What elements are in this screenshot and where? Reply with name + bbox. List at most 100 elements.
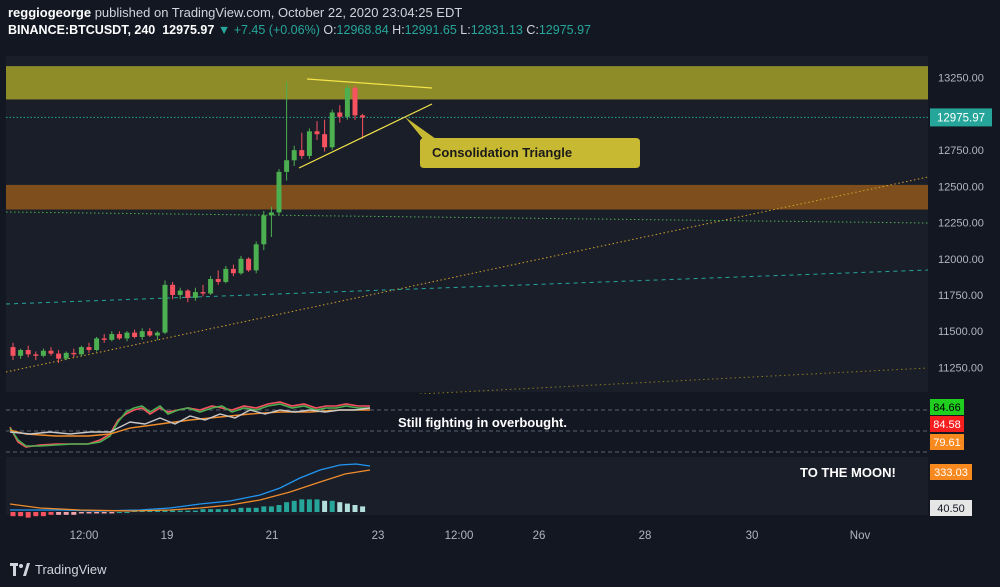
macd-bar — [360, 506, 366, 512]
rsi-orange-line — [9, 409, 370, 437]
candle-body — [253, 244, 259, 271]
time-tick-label: 28 — [639, 530, 652, 542]
support-zone — [6, 184, 928, 210]
macd-bar — [94, 512, 100, 514]
candle-body — [299, 150, 305, 156]
macd-bar — [314, 499, 320, 512]
candle-body — [94, 338, 100, 350]
macd-bar — [223, 509, 229, 512]
candle-body — [223, 268, 229, 282]
macd-bar — [253, 507, 259, 512]
macd-bar — [101, 512, 107, 514]
candle-body — [238, 258, 244, 274]
rsi-badge-2 — [930, 416, 964, 432]
macd-bar — [329, 500, 335, 512]
candle-body — [276, 171, 282, 213]
resistance-zone — [6, 66, 928, 100]
macd-badge-1-text: 333.03 — [934, 467, 968, 479]
candle-body — [124, 332, 130, 339]
price-change: +7.45 (+0.06%) — [233, 23, 320, 37]
macd-bar — [18, 512, 24, 517]
candle-body — [352, 87, 358, 116]
price-tick-label: 11750.00 — [938, 290, 983, 302]
time-tick-label: 26 — [533, 530, 546, 542]
tradingview-icon — [10, 563, 30, 576]
candle-body — [40, 350, 46, 356]
macd-bar — [86, 512, 92, 514]
macd-histogram — [10, 499, 366, 518]
macd-bar — [322, 500, 328, 512]
macd-bar — [299, 499, 305, 512]
candle-body — [33, 354, 39, 356]
macd-bar — [268, 506, 274, 512]
macd-bar — [276, 505, 282, 512]
time-tick-label: 19 — [161, 530, 174, 542]
candle-body — [132, 332, 138, 337]
low-label: L: — [460, 23, 471, 37]
candle-body — [162, 284, 168, 333]
candle-body — [78, 347, 84, 355]
rsi-badge-3 — [930, 434, 964, 450]
price-tick-label: 11250.00 — [938, 362, 983, 374]
macd-bar — [215, 509, 221, 512]
macd-bar — [230, 509, 236, 512]
candle-body — [25, 350, 31, 355]
candle-body — [230, 268, 236, 274]
chart-header: reggiogeorge published on TradingView.co… — [0, 0, 1000, 42]
time-axis[interactable]: 12:00 19 21 23 12:00 26 28 30 Nov — [70, 530, 871, 542]
annotation-text: Consolidation Triangle — [432, 145, 572, 160]
macd-bar — [124, 512, 130, 513]
rsi-badge-1-text: 84.66 — [933, 402, 961, 414]
candle-body — [56, 353, 62, 359]
time-tick-label: 12:00 — [70, 530, 99, 542]
main-pane[interactable] — [6, 56, 928, 392]
rsi-white-line — [9, 407, 371, 435]
macd-bar — [78, 512, 84, 514]
candle-body — [344, 87, 350, 117]
price-chart[interactable]: Consolidation Triangle 13250.0013000.001… — [0, 42, 1000, 552]
candle-body — [139, 331, 145, 337]
annotation-callout[interactable] — [405, 117, 640, 168]
candle-body — [109, 334, 115, 340]
candle-body — [192, 292, 198, 298]
macd-badge-2-text: 40.50 — [937, 503, 965, 515]
tradingview-logo[interactable]: TradingView — [10, 562, 107, 577]
trendline-green — [5, 211, 929, 224]
high-label: H: — [392, 23, 405, 37]
triangle-lower-line — [298, 103, 433, 169]
candle-body — [10, 347, 16, 356]
candle-body — [71, 352, 77, 355]
candle-body — [329, 112, 335, 148]
macd-bar — [192, 510, 198, 512]
close-label: C: — [526, 23, 539, 37]
trendline-faint — [419, 367, 929, 395]
candle-body — [147, 331, 153, 336]
candle-body — [246, 258, 252, 271]
rsi-green-line — [9, 403, 370, 447]
macd-bar — [147, 510, 153, 512]
macd-bar — [10, 512, 16, 517]
author-name[interactable]: reggiogeorge — [8, 5, 92, 20]
candle-body — [360, 115, 366, 118]
macd-bar — [40, 512, 46, 517]
candle-body — [48, 350, 54, 354]
macd-bar — [291, 500, 297, 512]
rsi-note: Still fighting in overbought. — [398, 415, 567, 430]
macd-orange-line — [9, 469, 371, 512]
macd-bar — [352, 505, 358, 512]
macd-bar — [63, 512, 69, 515]
candle-body — [200, 292, 206, 294]
macd-pane[interactable] — [6, 457, 928, 515]
macd-bar — [185, 510, 191, 512]
candle-body — [268, 212, 274, 216]
candle-body — [154, 332, 160, 336]
candle-body — [177, 290, 183, 295]
macd-bar — [261, 506, 267, 512]
candles-group — [10, 82, 366, 364]
last-price: 12975.97 — [162, 23, 215, 37]
close-value: 12975.97 — [538, 23, 591, 37]
candle-body — [291, 150, 297, 161]
symbol-label[interactable]: BINANCE:BTCUSDT, 240 — [8, 23, 156, 37]
last-price-badge — [930, 108, 992, 127]
macd-badge-1 — [930, 464, 972, 480]
